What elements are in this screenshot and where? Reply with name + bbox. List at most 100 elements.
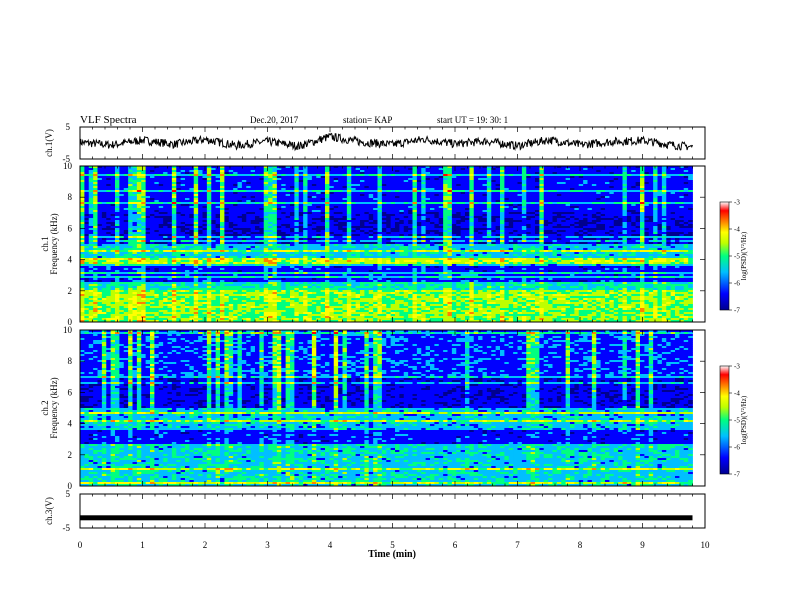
spectrogram-cell xyxy=(215,168,221,171)
spectrogram-cell xyxy=(115,184,120,187)
spectrogram-cell xyxy=(635,176,641,179)
spectrogram-cell xyxy=(570,182,575,185)
spectrogram-cell xyxy=(473,172,479,175)
spectrogram-cell xyxy=(106,184,112,187)
spectrogram-cell xyxy=(333,168,339,171)
spectrogram-cell xyxy=(504,168,510,171)
spectrogram-cell xyxy=(500,182,505,185)
spectrogram-cell xyxy=(141,184,147,187)
spectrogram-cell xyxy=(110,168,116,171)
spectrogram-cell xyxy=(605,172,610,175)
spectrogram-cell xyxy=(526,178,532,181)
spectrogram-cell xyxy=(193,182,199,185)
spectrogram-cell xyxy=(180,174,186,177)
spectrogram-cell xyxy=(548,168,553,171)
spectrogram-cell xyxy=(508,166,514,169)
spectrogram-cell xyxy=(395,170,400,173)
spectrogram-cell xyxy=(224,168,230,171)
spectrogram-cell xyxy=(316,182,322,185)
spectrogram-cell xyxy=(556,170,562,173)
spectrogram-cell xyxy=(578,174,584,177)
spectrogram-cell xyxy=(141,168,147,171)
spectrogram-cell xyxy=(150,178,155,181)
spectrogram-cell xyxy=(539,174,545,177)
spectrogram-cell xyxy=(193,170,199,173)
spectrogram-cell xyxy=(307,168,313,171)
spectrogram-cell xyxy=(626,180,632,183)
spectrogram-cell xyxy=(556,176,562,179)
spectrogram-cell xyxy=(180,178,186,181)
spectrogram-cell xyxy=(97,176,103,179)
spectrogram-cell xyxy=(132,172,138,175)
spectrogram-cell xyxy=(543,178,549,181)
spectrogram-cell xyxy=(679,178,685,181)
spectrogram-cell xyxy=(561,174,567,177)
spectrogram-cell xyxy=(141,176,147,179)
spectrogram-cell xyxy=(644,172,650,175)
spectrogram-cell xyxy=(666,182,672,185)
spectrogram-cell xyxy=(574,174,580,177)
spectrogram-cell xyxy=(421,176,427,179)
spectrogram-cell xyxy=(622,182,628,185)
spectrogram-cell xyxy=(290,174,295,177)
spectrogram-cell xyxy=(115,176,120,179)
spectrogram-cell xyxy=(303,182,308,185)
spectrogram-cell xyxy=(395,166,400,169)
spectrogram-cell xyxy=(180,170,186,173)
spectrogram-cell xyxy=(661,172,667,175)
spectrogram-cell xyxy=(482,180,488,183)
spectrogram-cell xyxy=(237,168,243,171)
spectrogram-cell xyxy=(325,180,330,183)
spectrogram-cell xyxy=(412,180,418,183)
spectrogram-cell xyxy=(408,170,413,173)
spectrogram-cell xyxy=(587,178,593,181)
spectrogram-cell xyxy=(408,174,413,177)
spectrogram-cell xyxy=(342,168,348,171)
spectrogram-cell xyxy=(552,170,558,173)
spectrogram-cell xyxy=(395,180,400,183)
spectrogram-cell xyxy=(167,180,173,183)
spectrogram-cell xyxy=(106,178,112,181)
spectrogram-cell xyxy=(290,168,295,171)
spectrogram-cell xyxy=(255,172,260,175)
spectrogram-cell xyxy=(670,172,676,175)
spectrogram-cell xyxy=(101,174,107,177)
spectrogram-cell xyxy=(500,180,505,183)
spectrogram-cell xyxy=(526,176,532,179)
spectrogram-cell xyxy=(399,176,405,179)
spectrogram-cell xyxy=(311,170,317,173)
spectrogram-cell xyxy=(307,182,313,185)
spectrogram-cell xyxy=(635,170,641,173)
spectrogram-cell xyxy=(574,176,580,179)
spectrogram-cell xyxy=(333,184,339,187)
spectrogram-cell xyxy=(316,168,322,171)
spectrogram-cell xyxy=(438,172,444,175)
spectrogram-cell xyxy=(653,174,658,177)
spectrogram-cell xyxy=(486,170,492,173)
spectrogram-cell xyxy=(97,184,103,187)
spectrogram-cell xyxy=(447,172,453,175)
spectrogram-cell xyxy=(403,182,409,185)
spectrogram-cell xyxy=(517,176,523,179)
spectrogram-cell xyxy=(412,176,418,179)
spectrogram-cell xyxy=(491,178,497,181)
spectrogram-cell xyxy=(368,168,374,171)
spectrogram-cell xyxy=(158,178,164,181)
spectrogram-cell xyxy=(530,174,536,177)
spectrogram-cell xyxy=(351,172,357,175)
spectrogram-cell xyxy=(513,168,518,171)
spectrogram-cell xyxy=(198,170,203,173)
spectrogram-cell xyxy=(351,166,357,169)
spectrogram-cell xyxy=(189,172,195,175)
spectrogram-cell xyxy=(430,170,435,173)
spectrogram-cell xyxy=(640,170,645,173)
spectrogram-cell xyxy=(88,184,94,187)
spectrogram-cell xyxy=(675,182,680,185)
spectrogram-cell xyxy=(443,170,448,173)
spectrogram-cell xyxy=(416,178,422,181)
spectrogram-cell xyxy=(381,172,387,175)
spectrogram-cell xyxy=(421,174,427,177)
spectrogram-cell xyxy=(342,182,348,185)
spectrogram-cell xyxy=(456,170,462,173)
spectrogram-cell xyxy=(193,172,199,175)
